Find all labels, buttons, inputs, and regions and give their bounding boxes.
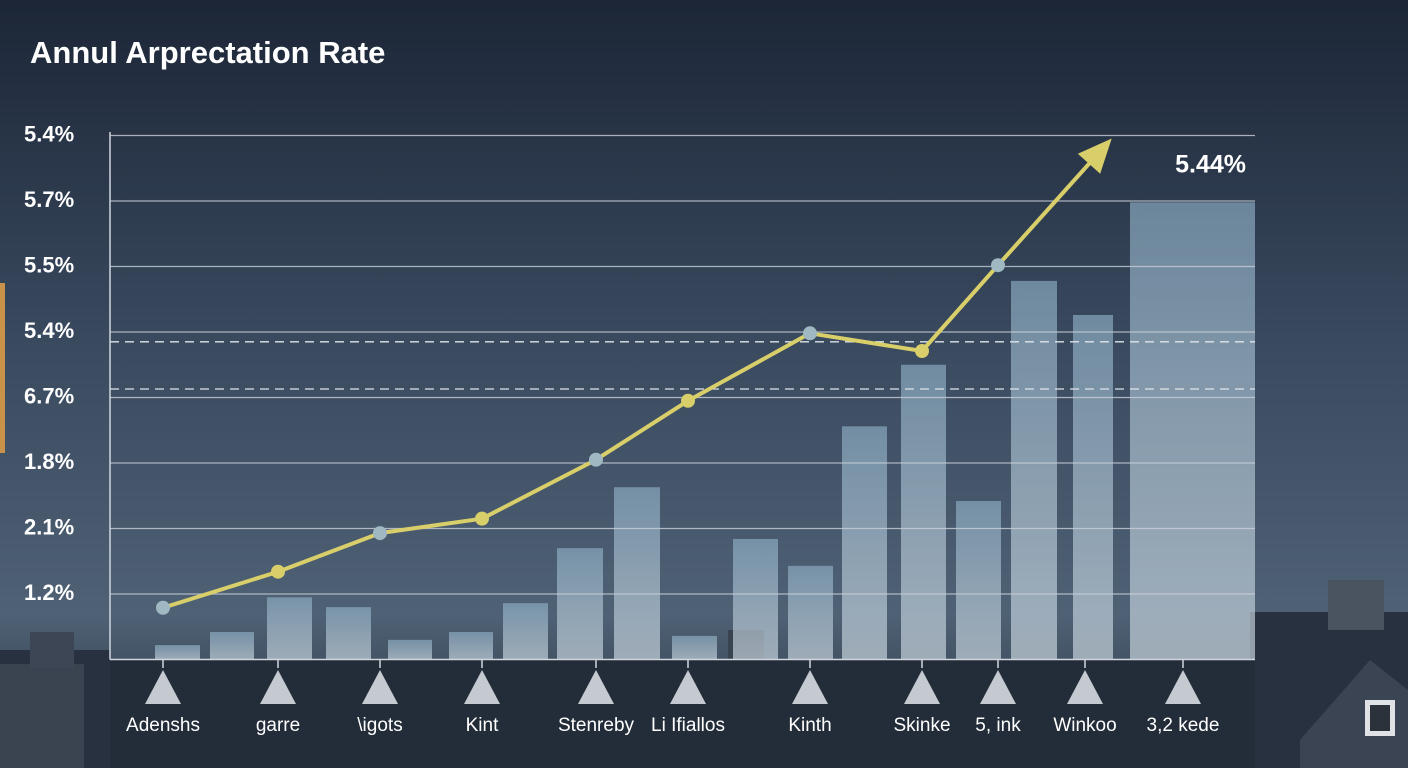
x-tick-label: Skinke: [893, 715, 950, 736]
point: [915, 343, 929, 358]
bar: [956, 500, 1001, 660]
y-tick-label: 5.4%: [24, 121, 74, 146]
y-tick-label: 2.1%: [24, 514, 74, 539]
bar: [733, 538, 778, 660]
x-tick-label: Kinth: [788, 715, 831, 736]
point: [589, 452, 603, 467]
bar: [901, 364, 946, 660]
chart-title: Annul Arprectation Rate: [30, 35, 385, 70]
arrow-head: [1077, 138, 1112, 174]
bar: [503, 603, 548, 660]
category-marker: [670, 670, 706, 704]
category-marker: [145, 670, 181, 704]
category-marker: [792, 670, 828, 704]
point: [681, 393, 695, 408]
bar: [614, 487, 660, 660]
bar: [1073, 314, 1113, 660]
side-accent: [0, 283, 5, 453]
bar: [557, 548, 603, 660]
category-marker: [260, 670, 296, 704]
category-marker: [464, 670, 500, 704]
category-marker: [362, 670, 398, 704]
bar: [788, 565, 833, 660]
rooftops: [0, 580, 1408, 768]
y-tick-label: 5.4%: [24, 318, 74, 343]
y-tick-label: 5.7%: [24, 187, 74, 212]
x-tick-label: 3,2 kede: [1147, 715, 1220, 736]
y-tick-label: 1.2%: [24, 580, 74, 605]
bar: [842, 426, 887, 660]
bar: [1130, 202, 1255, 660]
category-marker: [904, 670, 940, 704]
x-tick-label: Kint: [466, 715, 499, 736]
bar: [449, 631, 493, 660]
point: [373, 526, 387, 541]
point: [803, 326, 817, 341]
bar: [672, 635, 717, 660]
bar: [1011, 280, 1057, 660]
x-tick-label: Winkoo: [1053, 715, 1116, 736]
bar: [155, 645, 200, 660]
point: [475, 511, 489, 526]
point: [991, 258, 1005, 273]
point: [156, 600, 170, 615]
bar: [388, 639, 432, 660]
x-tick-label: \igots: [357, 715, 402, 736]
point: [271, 564, 285, 579]
x-tick-label: Adenshs: [126, 715, 200, 736]
x-tick-label: garre: [256, 715, 300, 736]
x-tick-label: 5, ink: [975, 715, 1021, 736]
x-tick-label: Stenreby: [558, 715, 635, 736]
x-tick-label: Li Ifiallos: [651, 715, 725, 736]
annotation: 5.44%: [1175, 151, 1246, 179]
trend-line: [162, 166, 1087, 610]
y-tick-label: 1.8%: [24, 449, 74, 474]
bar: [267, 597, 312, 660]
y-tick-label: 5.5%: [24, 252, 74, 277]
category-marker: [1067, 670, 1103, 704]
y-tick-label: 6.7%: [24, 383, 74, 408]
bar: [326, 607, 371, 660]
bar: [210, 631, 254, 660]
category-marker: [578, 670, 614, 704]
category-marker: [980, 670, 1016, 704]
category-marker: [1165, 670, 1201, 704]
